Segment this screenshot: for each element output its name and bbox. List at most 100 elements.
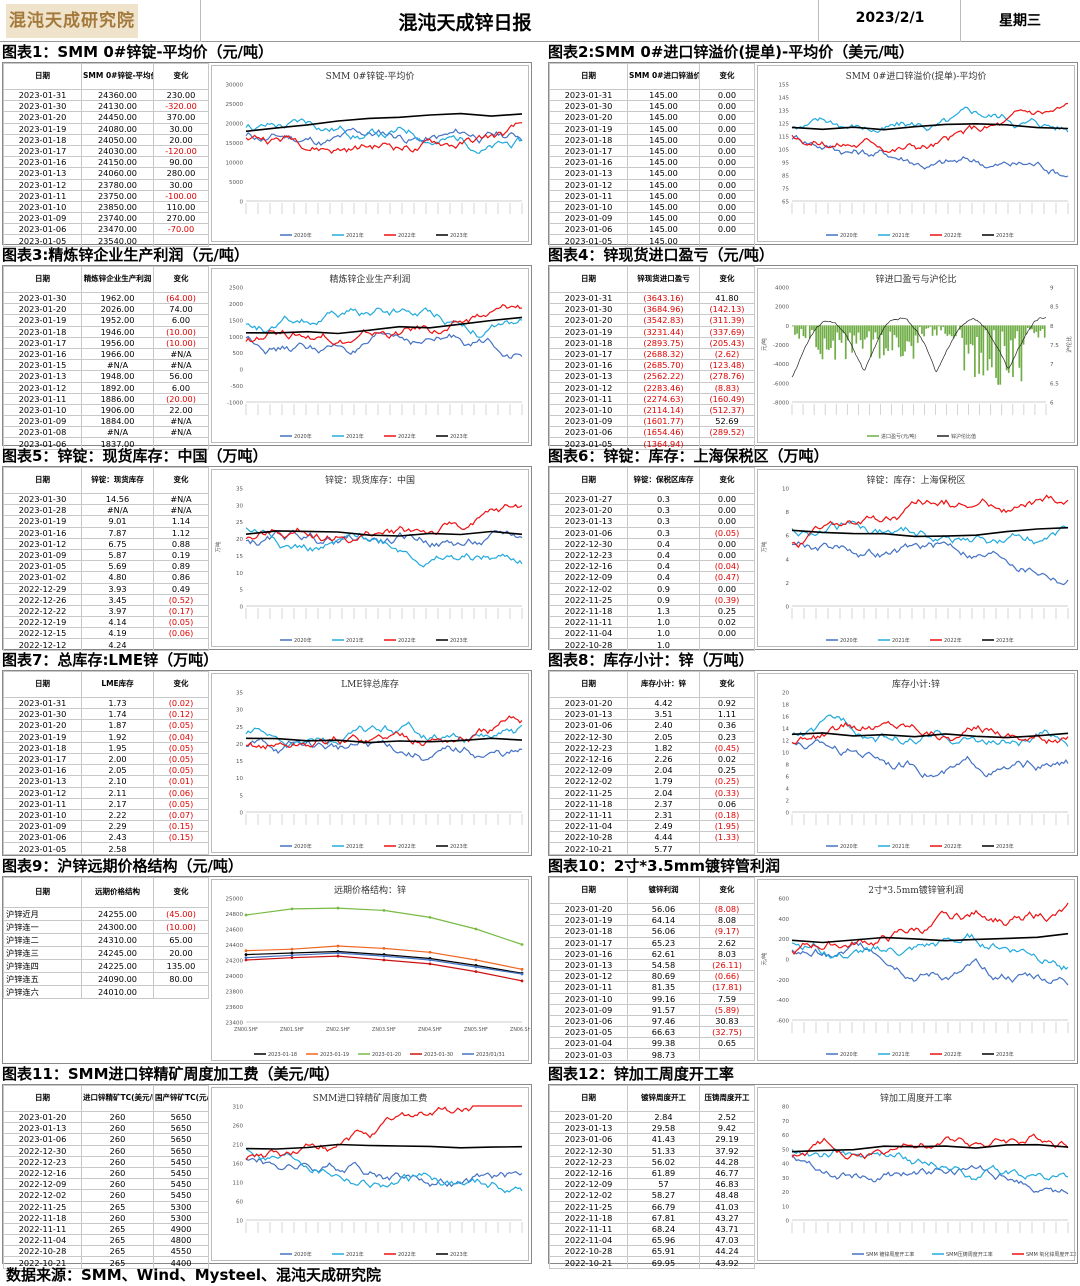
table-cell: 2023-01-20 [549, 111, 628, 124]
y2-tick-label: 6 [1050, 401, 1054, 407]
table-cell: 2022-12-16 [3, 1166, 82, 1180]
table-row: 2023-01-16 (2685.70) (123.48) [549, 359, 755, 372]
y-tick-label: 24800 [226, 912, 244, 918]
import-profit-bar [919, 325, 921, 327]
table-cell: 2022-12-23 [549, 1155, 628, 1168]
y-tick-label: 145 [779, 96, 790, 102]
import-profit-bar [988, 325, 991, 360]
import-profit-bar [980, 325, 983, 353]
table-cell: 44.28 [699, 1155, 755, 1168]
table-header-row: 日期 镀锌利润 变化 [549, 877, 755, 904]
forward-curve-point [244, 949, 248, 953]
table-cell: 0.00 [699, 88, 755, 102]
table-row: 2023-01-12 80.69 (0.66) [549, 970, 755, 983]
table-cell: 2023-01-05 [549, 1026, 628, 1039]
table-row: 2023-01-20 145.00 0.00 [549, 111, 755, 124]
table-cell: (2893.75) [627, 336, 700, 349]
table-cell: 2023-01-06 [3, 223, 82, 236]
table-row: 2023-01-17 2.00 (0.05) [3, 752, 209, 766]
y-tick-label: 25000 [226, 897, 244, 903]
panel-title: 图表6：锌锭：库存：上海保税区（万吨） [548, 447, 829, 465]
year-series-line [791, 932, 1069, 971]
table-row: 2023-01-18 24050.00 20.00 [3, 133, 209, 146]
table-cell: 2.58 [81, 842, 154, 855]
table-row: 沪锌连六 24010.00 [3, 985, 209, 999]
import-profit-bar [830, 325, 832, 348]
y-tick-label: -600 [777, 1019, 790, 1025]
table-row: 2023-01-30 1962.00 (64.00) [3, 291, 209, 305]
table-cell: 2023-01-11 [549, 189, 628, 202]
table-cell: 2023-01-06 [549, 1133, 628, 1146]
table-cell: 0.4 [627, 548, 700, 562]
table-cell: 145.00 [627, 100, 700, 113]
table-row: 2023-01-11 1886.00 (20.00) [3, 392, 209, 405]
table-cell: 2023-01-12 [549, 381, 628, 394]
y-tick-label: 115 [779, 135, 790, 141]
import-profit-bar [982, 325, 985, 376]
table-cell: 260 [81, 1133, 154, 1146]
table-cell: 2023-01-19 [3, 122, 82, 135]
y-tick-label: 1000 [229, 335, 243, 341]
table-cell: 2023-01-18 [549, 925, 628, 938]
table-cell: 80.00 [153, 972, 209, 986]
table-cell: #N/A [153, 492, 209, 506]
table-row: 2022-12-02 260 5450 [3, 1189, 209, 1202]
table-cell: (0.05) [153, 616, 209, 629]
forward-curve-point [428, 950, 432, 954]
table-row: 2023-01-12 145.00 0.00 [549, 178, 755, 191]
y-tick-label: 10 [782, 751, 789, 757]
legend-label: 2023年 [996, 232, 1014, 239]
y-tick-label: 95 [782, 161, 789, 167]
table-cell: (2114.14) [627, 403, 700, 417]
table-cell [699, 437, 755, 450]
column-header: 变化 [153, 467, 209, 494]
line-chart: SMM 0#锌锭-平均价 30000 25000 20000 15000 10000 500… [211, 65, 529, 242]
table-cell: 110.00 [153, 200, 209, 214]
line-chart: 锌进口盈亏与沪伦比 4000 2000 0 -2000 -4000 -6000 -8000 9 8… [757, 268, 1075, 443]
table-cell: 2023-01-16 [3, 347, 82, 361]
table-cell: #N/A [153, 359, 209, 372]
year-series-line [245, 118, 523, 154]
year-series-line [245, 1105, 522, 1161]
forward-curve-point [474, 970, 478, 974]
y-tick-label: 15000 [226, 141, 244, 147]
legend-label: 2022年 [398, 637, 416, 644]
column-header: 进口锌精矿TC(美元/吨) [81, 1085, 154, 1112]
legend-label: 2020年 [294, 637, 312, 644]
forward-curve-point [474, 927, 478, 931]
table-cell: (3231.44) [627, 325, 700, 338]
y-tick-label: 0 [786, 605, 790, 611]
legend-label: SMM 镀锌周度开工率 [866, 1251, 914, 1258]
table-cell: 23780.00 [81, 178, 154, 191]
table-cell: 2023-01-18 [3, 741, 82, 754]
table-cell: 24300.00 [81, 920, 154, 934]
table-cell: 2023-01-06 [3, 1133, 82, 1146]
table-cell: 8.08 [699, 914, 755, 927]
legend-label: 2023-01-30 [424, 1052, 453, 1058]
table-cell: 2022-12-30 [549, 1144, 628, 1157]
table-cell: 2023-01-11 [3, 392, 82, 405]
table-cell: 30.83 [699, 1014, 755, 1028]
table-cell: 65.00 [153, 933, 209, 947]
table-cell: 0.4 [627, 537, 700, 550]
import-profit-bar [870, 325, 873, 357]
table-cell: 24255.00 [81, 907, 154, 921]
forward-curve-point [244, 953, 248, 956]
y-tick-label: 155 [779, 83, 790, 89]
table-cell: (0.12) [153, 708, 209, 721]
chart-panel: 图表5：锌锭：现货库存：中国（万吨） 日期 锌锭：现货库存 变化 2023-01-30 1… [2, 446, 536, 651]
y-tick-label: 0 [240, 811, 244, 817]
report-weekday: 星期三 [999, 13, 1041, 29]
legend-label: 2021年 [346, 433, 364, 440]
import-profit-bar [971, 325, 974, 346]
import-profit-bar [802, 325, 805, 337]
table-row: 2022-11-25 2.04 (0.33) [549, 786, 755, 799]
x-tick-label: ZN06.SHF [510, 1027, 530, 1033]
table-row: 2023-01-05 66.63 (32.75) [549, 1026, 755, 1039]
y2-tick-label: 8 [1050, 324, 1054, 330]
panel-title: 图表2:SMM 0#进口锌溢价(提单)-平均价（美元/吨） [548, 43, 914, 61]
table-row: 2022-11-11 265 4900 [3, 1222, 209, 1236]
table-header-row: 日期 远期价格结构 变化 [3, 877, 209, 908]
table-row: 2022-11-25 66.79 41.03 [549, 1200, 755, 1213]
table-cell: 2023-01-30 [3, 492, 82, 506]
